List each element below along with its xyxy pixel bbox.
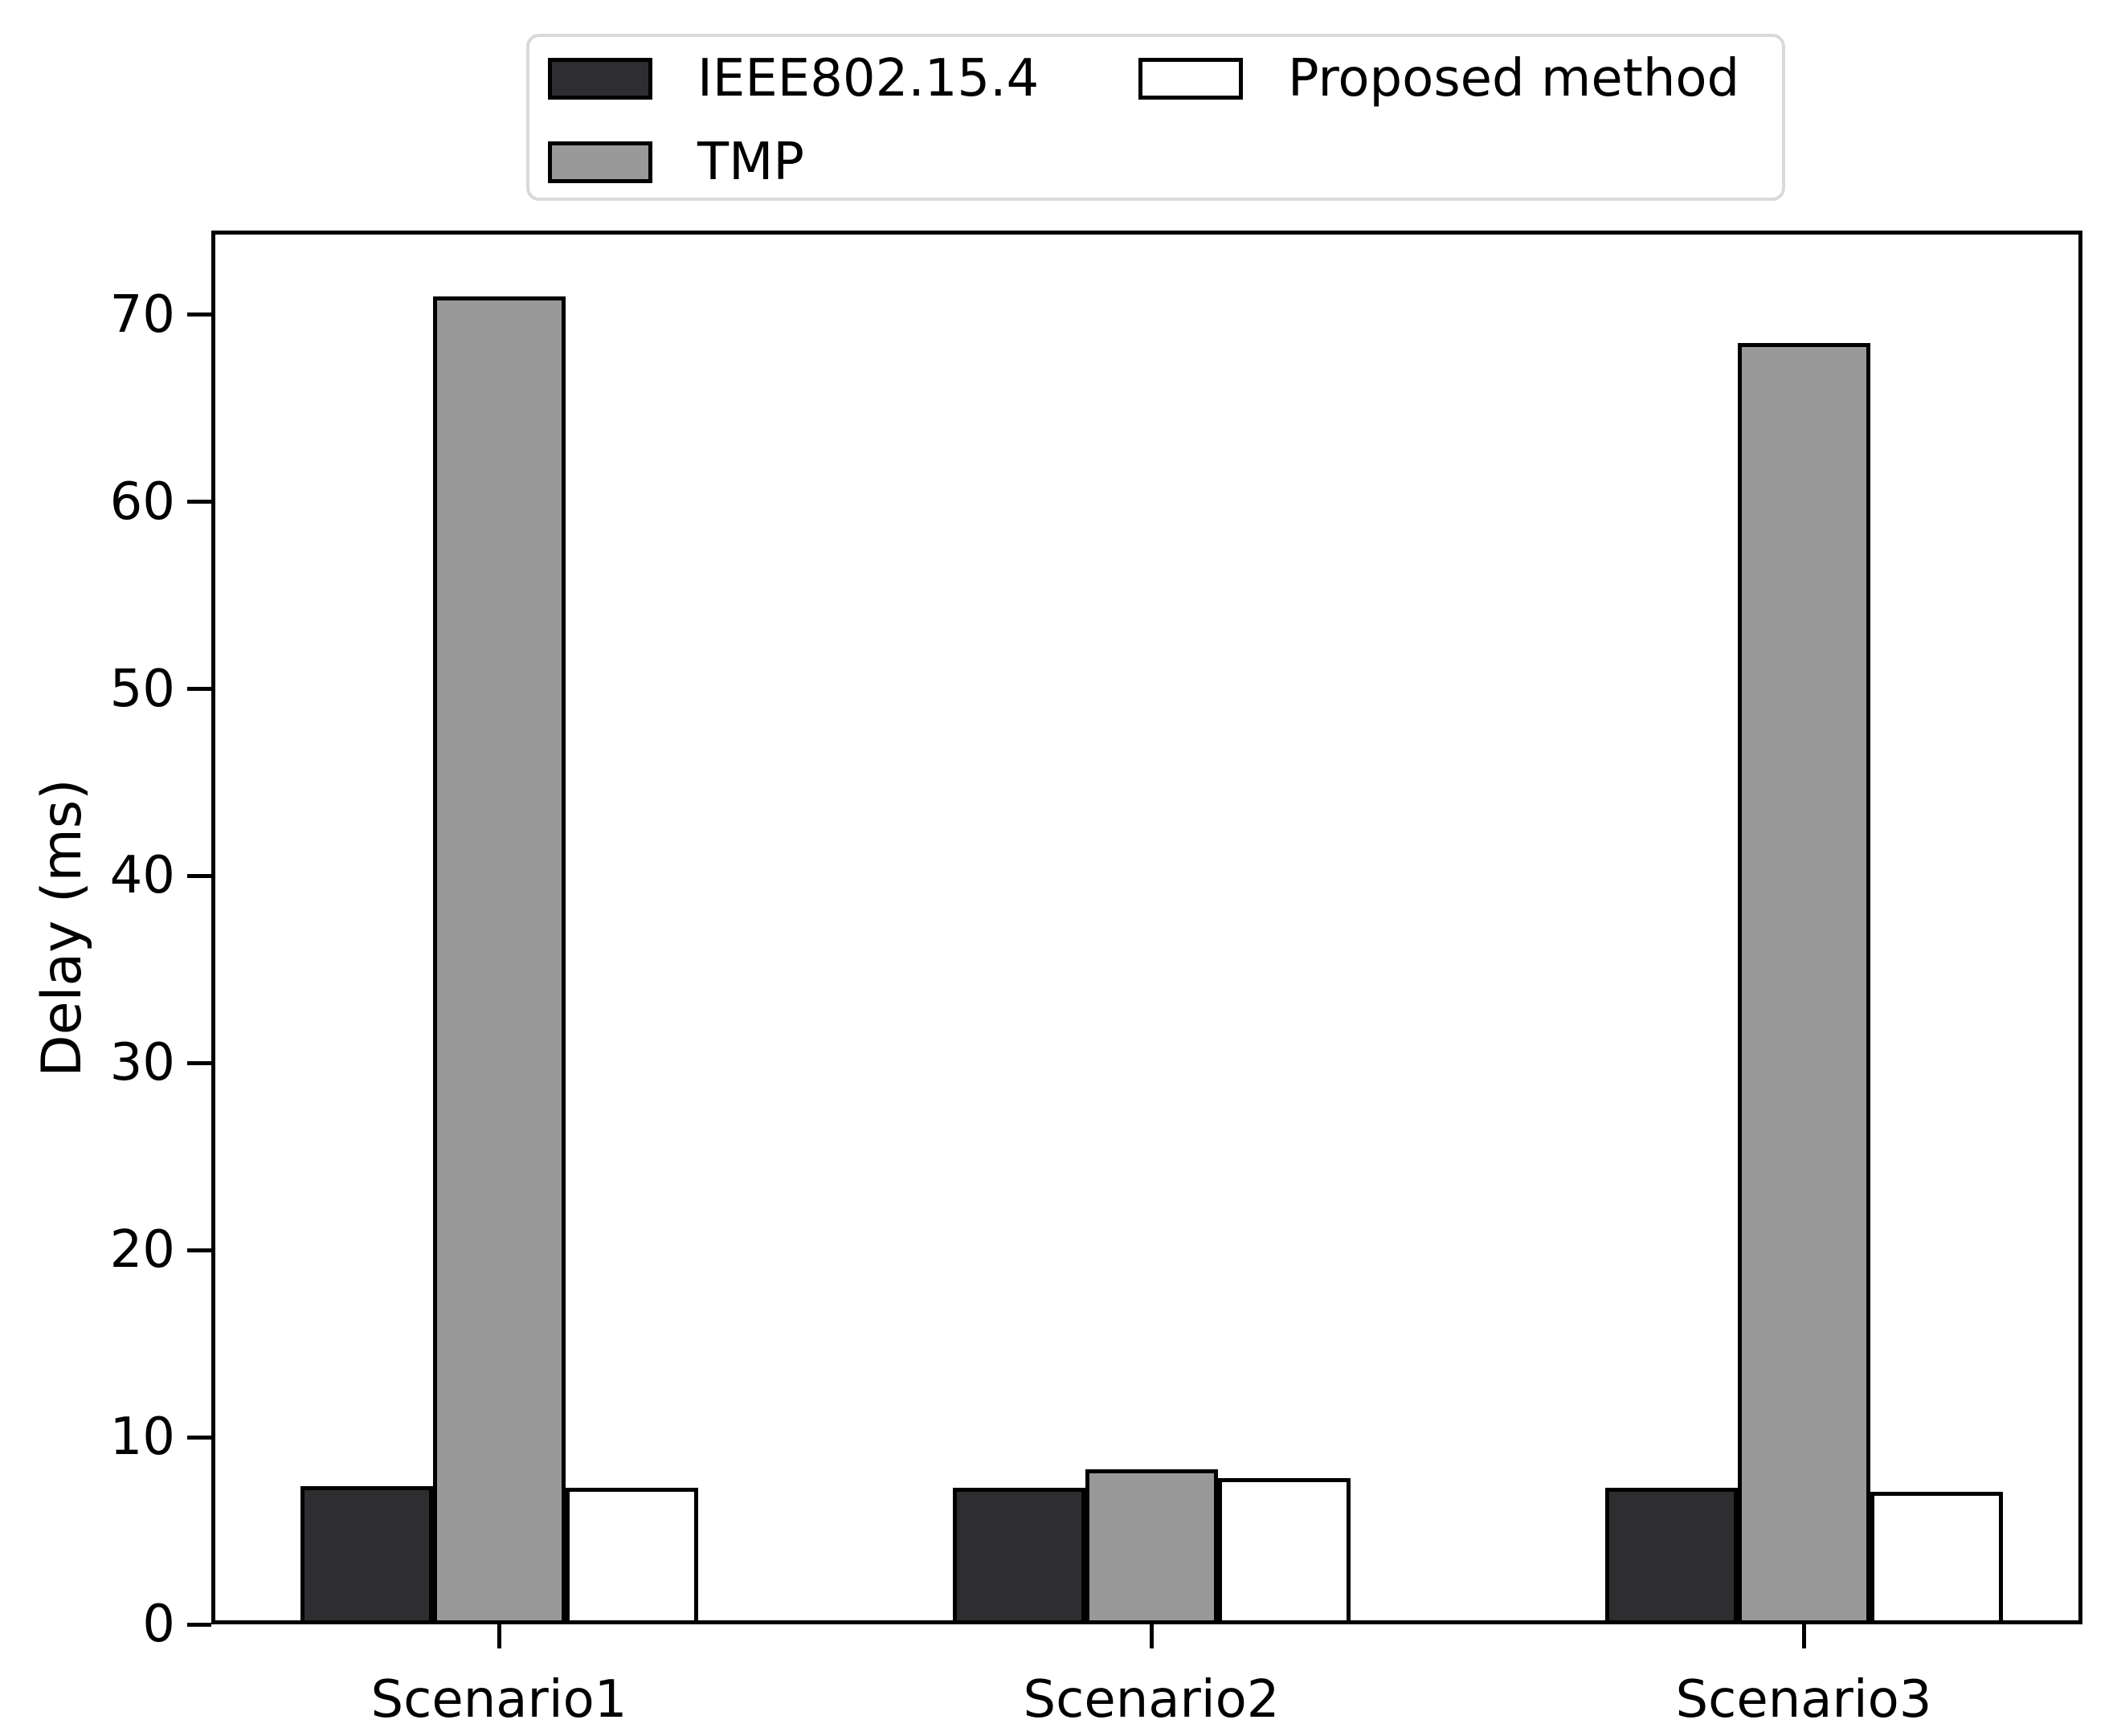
y-tick-mark-20 [187,1248,211,1252]
bar-ieee802-15-4-scenario1 [300,1485,433,1624]
legend-item-ieee802-15-4: IEEE802.15.4 [548,51,1138,106]
y-tick-label-30: 30 [109,1033,175,1093]
y-tick-mark-50 [187,687,211,692]
y-tick-mark-60 [187,500,211,504]
bar-ieee802-15-4-scenario2 [952,1487,1085,1624]
bar-proposed-method-scenario1 [565,1487,698,1624]
y-tick-mark-70 [187,312,211,317]
legend-swatch-icon [1138,58,1243,100]
legend-swatch-icon [548,58,652,100]
bar-tmp-scenario1 [432,296,566,1624]
plot-area-border [211,231,2082,1624]
y-tick-label-40: 40 [109,846,175,906]
chart-legend: IEEE802.15.4 TMP Proposed method [526,34,1785,201]
x-tick-label-scenario1: Scenario1 [370,1670,627,1730]
legend-label: Proposed method [1288,49,1740,108]
x-tick-mark-scenario2 [1149,1624,1154,1648]
x-tick-mark-scenario1 [497,1624,501,1648]
y-tick-label-50: 50 [109,659,175,719]
bar-proposed-method-scenario3 [1870,1491,2003,1624]
legend-label: TMP [697,133,804,192]
y-tick-mark-40 [187,873,211,878]
bar-tmp-scenario3 [1737,342,1870,1624]
legend-label: IEEE802.15.4 [697,49,1040,108]
x-tick-label-scenario3: Scenario3 [1675,1670,1932,1730]
y-axis-label: Delay (ms) [31,778,94,1077]
y-tick-label-0: 0 [142,1595,175,1654]
bar-proposed-method-scenario2 [1217,1478,1351,1624]
y-tick-label-70: 70 [109,284,175,345]
y-tick-mark-30 [187,1060,211,1065]
y-tick-mark-0 [187,1622,211,1627]
y-tick-label-60: 60 [109,472,175,532]
legend-item-proposed-method: Proposed method [1138,51,1782,106]
x-tick-label-scenario2: Scenario2 [1023,1670,1280,1730]
y-tick-label-20: 20 [109,1220,175,1281]
legend-item-tmp: TMP [548,135,1138,190]
x-tick-mark-scenario3 [1801,1624,1806,1648]
y-tick-label-10: 10 [109,1407,175,1468]
legend-swatch-icon [548,141,652,183]
y-tick-mark-10 [187,1435,211,1440]
